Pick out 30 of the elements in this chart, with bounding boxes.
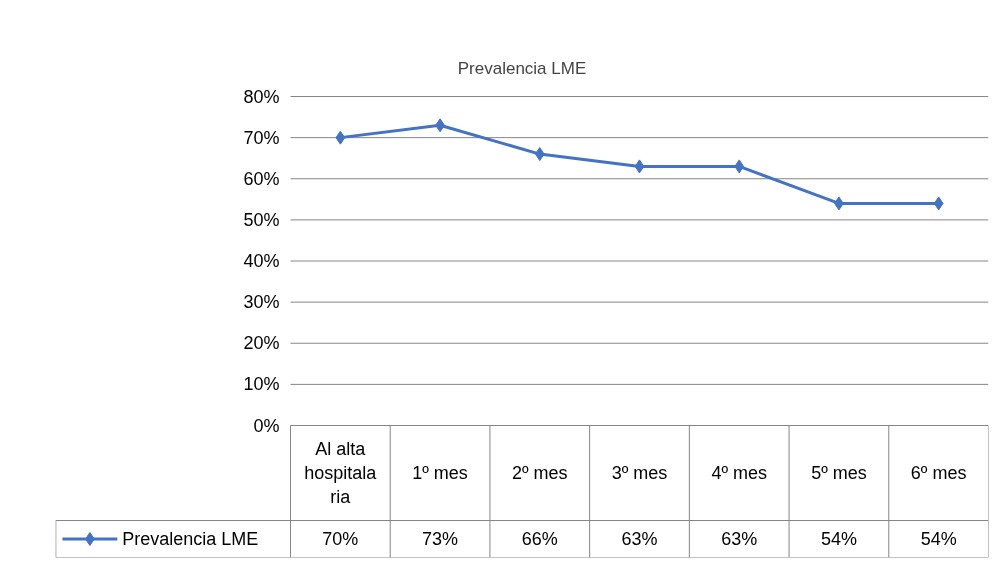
point [933, 196, 944, 211]
data-label: 63% [721, 529, 758, 549]
x-tick-label: 5º mes [811, 463, 867, 483]
y-tick-label: 50% [243, 209, 280, 230]
chart-title: Prevalencia LME [457, 58, 587, 78]
y-tick-label: 20% [243, 333, 280, 354]
x-tick-label: Al alta hospitalaria [304, 439, 378, 507]
point [734, 159, 745, 174]
data-label: 70% [322, 529, 359, 549]
data-label: 54% [820, 529, 857, 549]
point [335, 130, 346, 145]
x-tick-label: 3º mes [611, 463, 668, 483]
x-tick-label: 4º mes [711, 463, 768, 483]
y-tick-label: 70% [243, 127, 280, 148]
y-tick-label: 10% [243, 374, 280, 395]
y-tick-label: 40% [243, 251, 280, 271]
y-tick-label: 60% [243, 168, 280, 189]
point [534, 147, 545, 162]
legend-label: Prevalencia LME [122, 529, 259, 549]
x-tick-label: 2º mes [511, 463, 568, 483]
x-tick-label: 1º mes [412, 463, 468, 483]
data-label: 66% [521, 529, 558, 549]
y-tick-label: 80% [243, 86, 280, 107]
data-label: 54% [920, 529, 957, 549]
data-label: 63% [621, 529, 658, 549]
y-tick-label: 30% [243, 292, 280, 313]
point [634, 159, 645, 174]
x-tick-label: 6º mes [910, 463, 967, 483]
y-tick-label: 0% [253, 415, 280, 436]
data-label: 73% [422, 529, 459, 549]
